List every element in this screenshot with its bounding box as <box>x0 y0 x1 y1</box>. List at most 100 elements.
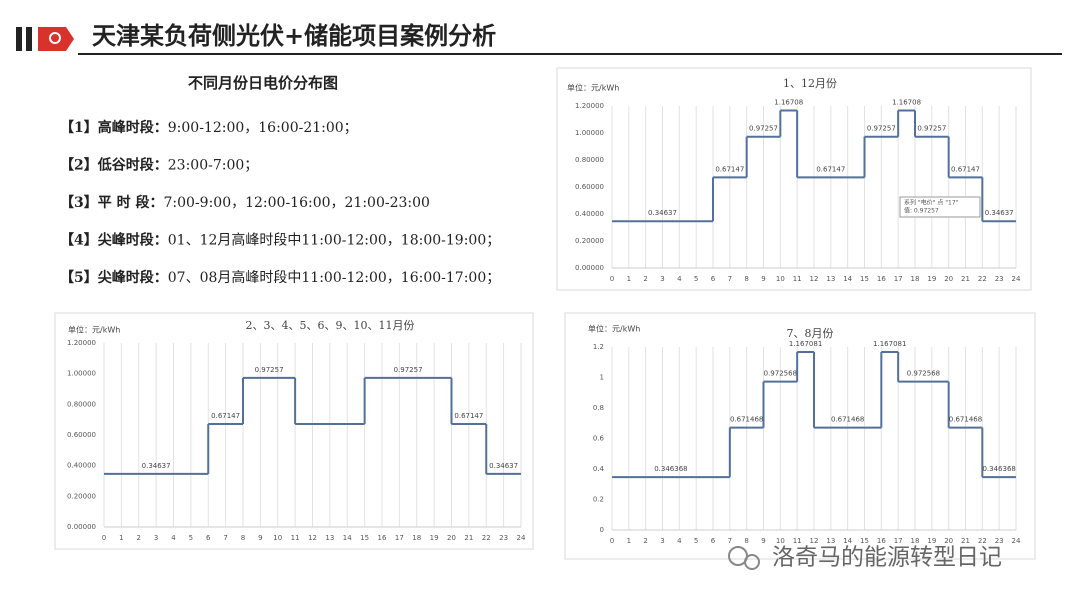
x-tick-label: 11 <box>291 534 300 542</box>
y-tick-label: 1.2 <box>593 343 604 351</box>
value-label: 0.97257 <box>749 125 778 133</box>
item-label: 【5】尖峰时段： <box>60 269 168 286</box>
x-tick-label: 9 <box>761 275 765 283</box>
x-tick-label: 10 <box>776 275 785 283</box>
chart-frame <box>556 67 1032 291</box>
chart-title: 1、12月份 <box>783 77 837 90</box>
item-text: 01、12月高峰时段中11:00-12:00，18:00-19:00； <box>168 232 500 249</box>
chart-title: 2、3、4、5、6、9、10、11月份 <box>246 319 415 332</box>
item-label: 【1】高峰时段： <box>60 119 168 136</box>
chart-frame <box>54 312 534 550</box>
y-tick-label: 0.00000 <box>575 264 604 272</box>
y-tick-label: 0 <box>600 526 604 534</box>
x-tick-label: 0 <box>610 537 614 545</box>
x-tick-label: 1 <box>627 537 631 545</box>
value-label: 0.34637 <box>648 209 677 217</box>
y-tick-label: 0.80000 <box>575 156 604 164</box>
x-tick-label: 7 <box>728 275 732 283</box>
x-tick-label: 24 <box>1012 275 1021 283</box>
x-tick-label: 17 <box>395 534 404 542</box>
value-label: 0.346368 <box>654 465 687 473</box>
x-tick-label: 8 <box>241 534 245 542</box>
x-tick-label: 17 <box>894 537 903 545</box>
value-label: 1.16708 <box>892 98 921 106</box>
x-tick-label: 12 <box>810 537 819 545</box>
x-tick-label: 0 <box>610 275 614 283</box>
value-label: 0.97257 <box>255 366 284 374</box>
x-tick-label: 16 <box>877 275 886 283</box>
x-tick-label: 4 <box>677 537 682 545</box>
y-tick-label: 0.60000 <box>575 183 604 191</box>
item-text: 07、08月高峰时段中11:00-12:00，16:00-17:00； <box>168 269 500 286</box>
value-label: 0.34637 <box>142 462 171 470</box>
logo-tag <box>38 27 74 51</box>
y-tick-label: 1.00000 <box>575 129 604 137</box>
x-tick-label: 3 <box>660 537 664 545</box>
y-tick-label: 0.80000 <box>67 400 96 408</box>
x-tick-label: 7 <box>223 534 227 542</box>
tooltip-box <box>899 196 981 218</box>
y-tick-label: 0.20000 <box>67 492 96 500</box>
logo-bulb <box>49 32 61 44</box>
x-tick-label: 5 <box>694 537 698 545</box>
x-tick-label: 18 <box>412 534 421 542</box>
x-tick-label: 1 <box>119 534 123 542</box>
logo-bar <box>16 27 22 51</box>
x-tick-label: 13 <box>826 275 835 283</box>
value-label: 0.97257 <box>394 366 423 374</box>
value-label: 0.972568 <box>764 370 797 378</box>
x-tick-label: 21 <box>961 537 970 545</box>
x-tick-label: 16 <box>877 537 886 545</box>
text-item: 【2】低谷时段：23:00-7:00； <box>60 157 258 174</box>
x-tick-label: 4 <box>677 275 682 283</box>
tooltip-text: 系列 "电价" 点 "17" <box>904 199 959 207</box>
x-tick-label: 21 <box>961 275 970 283</box>
x-tick-label: 0 <box>102 534 106 542</box>
x-tick-label: 2 <box>643 275 647 283</box>
value-label: 0.67147 <box>715 165 744 173</box>
x-tick-label: 16 <box>378 534 387 542</box>
value-label: 0.67147 <box>211 412 240 420</box>
x-tick-label: 14 <box>843 275 852 283</box>
text-items: 【1】高峰时段：9:00-12:00，16:00-21:00； 【2】低谷时段：2… <box>60 119 500 286</box>
y-tick-label: 0.4 <box>593 465 605 473</box>
unit-label: 单位：元/kWh <box>68 325 120 335</box>
x-tick-label: 20 <box>944 275 953 283</box>
x-tick-label: 15 <box>360 534 369 542</box>
x-tick-label: 24 <box>517 534 526 542</box>
x-tick-label: 8 <box>744 537 748 545</box>
y-tick-label: 0.20000 <box>575 237 604 245</box>
text-item: 【1】高峰时段：9:00-12:00，16:00-21:00； <box>60 119 358 136</box>
x-tick-label: 3 <box>660 275 664 283</box>
item-text: 23:00-7:00； <box>168 158 259 174</box>
x-tick-label: 6 <box>711 537 716 545</box>
x-tick-label: 14 <box>343 534 352 542</box>
value-label: 0.97257 <box>867 125 896 133</box>
x-tick-label: 19 <box>430 534 439 542</box>
y-tick-label: 0.00000 <box>67 523 96 531</box>
text-item: 【3】平 时 段：7:00-9:00，12:00-16:00，21:00-23:… <box>60 194 430 211</box>
x-tick-label: 19 <box>927 537 936 545</box>
x-tick-label: 6 <box>206 534 211 542</box>
value-label: 0.346368 <box>982 465 1015 473</box>
text-heading: 不同月份日电价分布图 <box>188 74 338 92</box>
x-tick-label: 14 <box>843 537 852 545</box>
x-tick-label: 12 <box>810 275 819 283</box>
x-tick-label: 24 <box>1012 537 1021 545</box>
value-label: 0.67147 <box>951 165 980 173</box>
x-tick-label: 22 <box>978 275 987 283</box>
x-tick-label: 15 <box>860 275 869 283</box>
value-label: 0.67147 <box>454 412 483 420</box>
unit-label: 单位：元/kWh <box>588 324 640 334</box>
value-label: 1.16708 <box>774 98 803 106</box>
x-tick-label: 17 <box>894 275 903 283</box>
x-tick-label: 5 <box>189 534 193 542</box>
logo <box>16 27 74 51</box>
x-tick-label: 7 <box>728 537 732 545</box>
chart-frame <box>564 312 1036 560</box>
x-tick-label: 23 <box>995 537 1004 545</box>
value-label: 0.34637 <box>489 462 518 470</box>
watermark-text: 洛奇马的能源转型日记 <box>772 545 1002 571</box>
x-tick-label: 18 <box>911 275 920 283</box>
x-tick-label: 2 <box>643 537 647 545</box>
